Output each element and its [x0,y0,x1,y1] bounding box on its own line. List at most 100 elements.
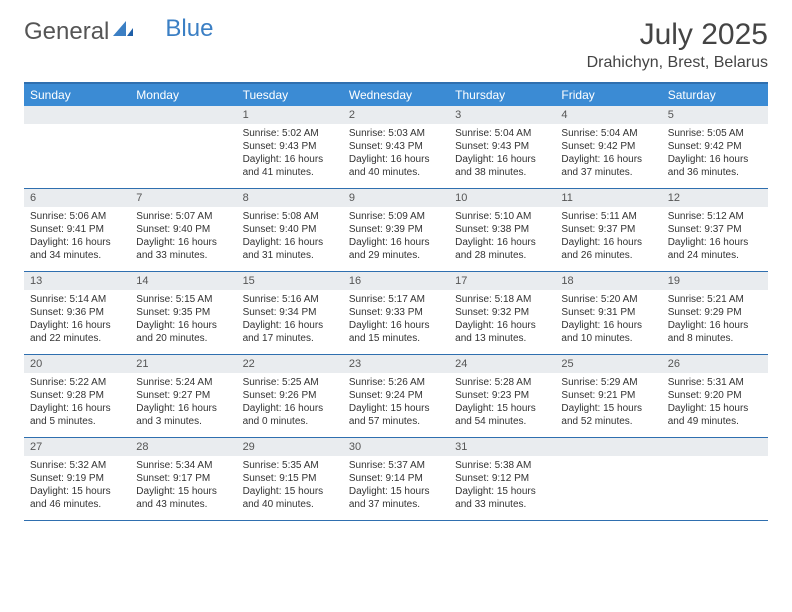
day-body: Sunrise: 5:37 AMSunset: 9:14 PMDaylight:… [343,456,449,517]
day-info-line: Daylight: 15 hours and 49 minutes. [668,402,762,428]
day-info-line: Sunrise: 5:37 AM [349,459,443,472]
day-info-line: Daylight: 16 hours and 10 minutes. [561,319,655,345]
day-info-line: Daylight: 16 hours and 20 minutes. [136,319,230,345]
day-cell: 29Sunrise: 5:35 AMSunset: 9:15 PMDayligh… [237,438,343,520]
day-body [662,456,768,465]
day-info-line: Sunset: 9:29 PM [668,306,762,319]
day-number: 27 [24,438,130,456]
day-number: 12 [662,189,768,207]
day-number: 23 [343,355,449,373]
day-cell: 9Sunrise: 5:09 AMSunset: 9:39 PMDaylight… [343,189,449,271]
day-body [24,124,130,133]
day-info-line: Sunrise: 5:16 AM [243,293,337,306]
day-info-line: Daylight: 15 hours and 54 minutes. [455,402,549,428]
day-cell: 13 Sunrise: 5:14 AMSunset: 9:36 PMDayligh… [24,272,130,354]
day-body: Sunrise: 5:03 AMSunset: 9:43 PMDaylight:… [343,124,449,185]
day-info-line: Daylight: 16 hours and 33 minutes. [136,236,230,262]
day-info-line: Daylight: 16 hours and 22 minutes. [30,319,124,345]
day-body: Sunrise: 5:20 AMSunset: 9:31 PMDaylight:… [555,290,661,351]
day-info-line: Sunset: 9:28 PM [30,389,124,402]
day-number: 5 [662,106,768,124]
day-cell: 24Sunrise: 5:28 AMSunset: 9:23 PMDayligh… [449,355,555,437]
day-info-line: Sunrise: 5:14 AM [30,293,124,306]
day-body: Sunrise: 5:04 AMSunset: 9:42 PMDaylight:… [555,124,661,185]
day-body: Sunrise: 5:04 AMSunset: 9:43 PMDaylight:… [449,124,555,185]
day-info-line: Sunrise: 5:08 AM [243,210,337,223]
day-info-line: Sunset: 9:35 PM [136,306,230,319]
day-cell: 16Sunrise: 5:17 AMSunset: 9:33 PMDayligh… [343,272,449,354]
day-cell: 19Sunrise: 5:21 AMSunset: 9:29 PMDayligh… [662,272,768,354]
day-body: Sunrise: 5:31 AMSunset: 9:20 PMDaylight:… [662,373,768,434]
day-info-line: Sunset: 9:40 PM [136,223,230,236]
day-number: 19 [662,272,768,290]
day-body: Sunrise: 5:05 AMSunset: 9:42 PMDaylight:… [662,124,768,185]
day-info-line: Sunrise: 5:04 AM [455,127,549,140]
day-info-line: Sunrise: 5:04 AM [561,127,655,140]
day-body: Sunrise: 5:17 AMSunset: 9:33 PMDaylight:… [343,290,449,351]
day-cell: 1Sunrise: 5:02 AMSunset: 9:43 PMDaylight… [237,106,343,188]
day-number [130,106,236,124]
day-info-line: Sunset: 9:36 PM [30,306,124,319]
day-info-line: Sunrise: 5:10 AM [455,210,549,223]
day-cell: 27Sunrise: 5:32 AMSunset: 9:19 PMDayligh… [24,438,130,520]
day-info-line: Sunrise: 5:09 AM [349,210,443,223]
day-info-line: Daylight: 16 hours and 15 minutes. [349,319,443,345]
day-number: 31 [449,438,555,456]
day-info-line: Sunrise: 5:07 AM [136,210,230,223]
day-cell: 30Sunrise: 5:37 AMSunset: 9:14 PMDayligh… [343,438,449,520]
day-body: Sunrise: 5:35 AMSunset: 9:15 PMDaylight:… [237,456,343,517]
day-info-line: Sunrise: 5:38 AM [455,459,549,472]
week-row: 13Sunrise: 5:14 AMSunset: 9:36 PMDayligh… [24,272,768,355]
day-info-line: Daylight: 16 hours and 40 minutes. [349,153,443,179]
day-body: Sunrise: 5:12 AMSunset: 9:37 PMDaylight:… [662,207,768,268]
day-body: Sunrise: 5:06 AMSunset: 9:41 PMDaylight:… [24,207,130,268]
weekday-header: Monday [130,84,236,106]
day-info-line: Sunrise: 5:03 AM [349,127,443,140]
day-body: Sunrise: 5:15 AMSunset: 9:35 PMDaylight:… [130,290,236,351]
day-info-line: Daylight: 16 hours and 17 minutes. [243,319,337,345]
day-info-line: Daylight: 16 hours and 26 minutes. [561,236,655,262]
day-cell: 8Sunrise: 5:08 AMSunset: 9:40 PMDaylight… [237,189,343,271]
day-info-line: Daylight: 16 hours and 41 minutes. [243,153,337,179]
day-info-line: Sunrise: 5:29 AM [561,376,655,389]
day-info-line: Sunrise: 5:06 AM [30,210,124,223]
day-body: Sunrise: 5:21 AMSunset: 9:29 PMDaylight:… [662,290,768,351]
day-number: 6 [24,189,130,207]
week-row: 6Sunrise: 5:06 AMSunset: 9:41 PMDaylight… [24,189,768,272]
day-cell: 11Sunrise: 5:11 AMSunset: 9:37 PMDayligh… [555,189,661,271]
day-body: Sunrise: 5:08 AMSunset: 9:40 PMDaylight:… [237,207,343,268]
day-info-line: Daylight: 15 hours and 57 minutes. [349,402,443,428]
day-number: 16 [343,272,449,290]
day-info-line: Sunrise: 5:32 AM [30,459,124,472]
day-info-line: Daylight: 16 hours and 38 minutes. [455,153,549,179]
day-info-line: Sunrise: 5:25 AM [243,376,337,389]
day-number: 13 [24,272,130,290]
day-cell: 7Sunrise: 5:07 AMSunset: 9:40 PMDaylight… [130,189,236,271]
day-cell: 6Sunrise: 5:06 AMSunset: 9:41 PMDaylight… [24,189,130,271]
day-info-line: Sunset: 9:27 PM [136,389,230,402]
day-info-line: Sunset: 9:43 PM [349,140,443,153]
day-cell: 25Sunrise: 5:29 AMSunset: 9:21 PMDayligh… [555,355,661,437]
day-body [555,456,661,465]
day-body: Sunrise: 5:11 AMSunset: 9:37 PMDaylight:… [555,207,661,268]
weekday-header: Thursday [449,84,555,106]
day-info-line: Sunrise: 5:28 AM [455,376,549,389]
weekday-header: Saturday [662,84,768,106]
day-cell: 21Sunrise: 5:24 AMSunset: 9:27 PMDayligh… [130,355,236,437]
day-number: 20 [24,355,130,373]
day-number: 3 [449,106,555,124]
day-cell: 23Sunrise: 5:26 AMSunset: 9:24 PMDayligh… [343,355,449,437]
day-number [24,106,130,124]
day-info-line: Sunset: 9:15 PM [243,472,337,485]
week-row: 20Sunrise: 5:22 AMSunset: 9:28 PMDayligh… [24,355,768,438]
day-body: Sunrise: 5:26 AMSunset: 9:24 PMDaylight:… [343,373,449,434]
day-number: 17 [449,272,555,290]
calendar: SundayMondayTuesdayWednesdayThursdayFrid… [24,82,768,521]
day-cell: 5Sunrise: 5:05 AMSunset: 9:42 PMDaylight… [662,106,768,188]
day-info-line: Sunset: 9:31 PM [561,306,655,319]
weeks-container: 1Sunrise: 5:02 AMSunset: 9:43 PMDaylight… [24,106,768,521]
day-number: 28 [130,438,236,456]
logo: General Blue [24,18,213,46]
weekday-header: Wednesday [343,84,449,106]
day-number [555,438,661,456]
